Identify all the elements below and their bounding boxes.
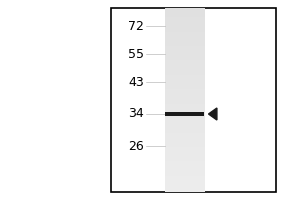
Text: 26: 26: [128, 140, 144, 152]
Bar: [165, 112, 204, 116]
Bar: [111, 8, 276, 192]
Polygon shape: [208, 108, 217, 120]
Text: 55: 55: [128, 47, 144, 60]
Text: 72: 72: [128, 20, 144, 32]
Text: 34: 34: [128, 107, 144, 120]
Text: 43: 43: [128, 75, 144, 88]
